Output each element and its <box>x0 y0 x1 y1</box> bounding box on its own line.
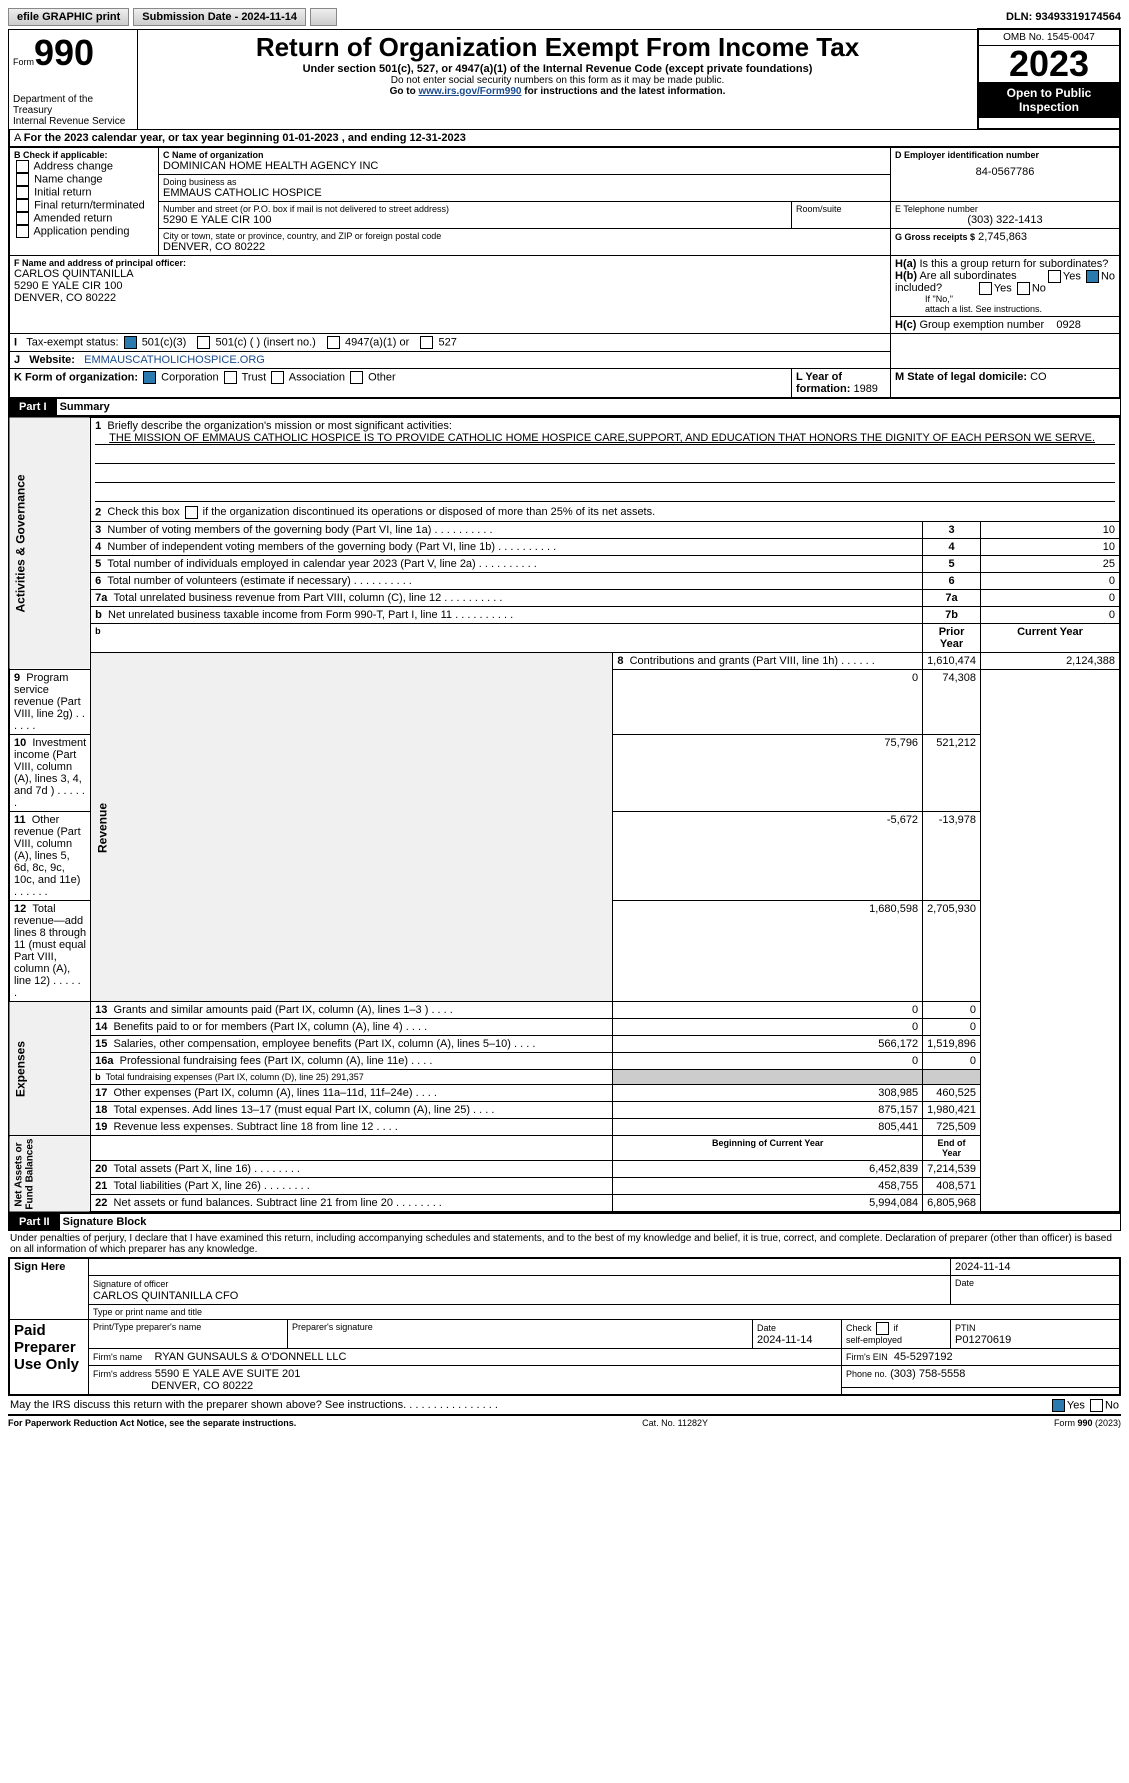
submission-date-button[interactable]: Submission Date - 2024-11-14 <box>133 8 306 26</box>
form-note2: Go to www.irs.gov/Form990 for instructio… <box>142 86 973 97</box>
i-row: I Tax-exempt status: 501(c)(3) 501(c) ( … <box>9 334 891 352</box>
summary-table: Activities & Governance 1 Briefly descri… <box>8 416 1121 1213</box>
paid-preparer-label: PaidPreparerUse Only <box>9 1320 89 1396</box>
header-table: Form990 Department of the TreasuryIntern… <box>8 28 1121 130</box>
form-subtitle: Under section 501(c), 527, or 4947(a)(1)… <box>142 63 973 75</box>
dln-label: DLN: 93493319174564 <box>1006 11 1121 23</box>
box-b-label: B Check if applicable: <box>14 150 154 160</box>
title-label: Type or print name and title <box>89 1305 1121 1320</box>
firm-name: RYAN GUNSAULS & O'DONNELL LLC <box>154 1351 346 1363</box>
part-ii-title: Signature Block <box>63 1216 147 1228</box>
h-b-note: If "No," attach a list. See instructions… <box>895 294 1115 314</box>
officer-sig: CARLOS QUINTANILLA CFO <box>93 1290 238 1302</box>
cat-no: Cat. No. 11282Y <box>642 1418 708 1428</box>
sign-date: 2024-11-14 <box>951 1258 1121 1276</box>
side-rev: Revenue <box>91 653 613 1002</box>
part-i-label: Part I <box>9 399 57 415</box>
part-ii-label: Part II <box>9 1214 60 1230</box>
hdr-beg: Beginning of Current Year <box>613 1136 923 1161</box>
discuss-row: May the IRS discuss this return with the… <box>8 1396 1121 1416</box>
form-number: 990 <box>34 32 94 73</box>
sign-here-label: Sign Here <box>9 1258 89 1320</box>
declaration: Under penalties of perjury, I declare th… <box>8 1231 1121 1257</box>
dba: EMMAUS CATHOLIC HOSPICE <box>163 187 886 199</box>
city-label: City or town, state or province, country… <box>163 231 886 241</box>
mission: THE MISSION OF EMMAUS CATHOLIC HOSPICE I… <box>95 432 1115 445</box>
public-inspection: Open to Public Inspection <box>979 82 1119 118</box>
chk-amended[interactable]: Amended return <box>14 212 154 225</box>
firm-addr2: DENVER, CO 80222 <box>151 1380 253 1392</box>
room-label: Room/suite <box>796 204 886 214</box>
d-label: D Employer identification number <box>895 150 1115 160</box>
hdr-end: End of Year <box>923 1136 981 1161</box>
sig-officer-label: Signature of officer <box>93 1279 168 1289</box>
chk-final[interactable]: Final return/terminated <box>14 199 154 212</box>
tax-year: 2023 <box>979 46 1119 82</box>
city: DENVER, CO 80222 <box>163 241 886 253</box>
side-exp: Expenses <box>9 1002 91 1136</box>
chk-address[interactable]: Address change <box>14 160 154 173</box>
pname-label: Print/Type preparer's name <box>89 1320 288 1349</box>
hdr-curr: Current Year <box>981 624 1121 653</box>
pra-notice: For Paperwork Reduction Act Notice, see … <box>8 1418 296 1428</box>
irs-link[interactable]: www.irs.gov/Form990 <box>418 86 521 97</box>
chk-initial[interactable]: Initial return <box>14 186 154 199</box>
side-na: Net Assets orFund Balances <box>9 1136 91 1213</box>
e-label: E Telephone number <box>895 204 1115 214</box>
m-row: M State of legal domicile: CO <box>891 369 1121 399</box>
org-name: DOMINICAN HOME HEALTH AGENCY INC <box>163 160 886 172</box>
hdr-prior: Prior Year <box>923 624 981 653</box>
f-label: F Name and address of principal officer: <box>14 258 886 268</box>
officer-name: CARLOS QUINTANILLA <box>14 268 886 280</box>
k-row: K Form of organization: Corporation Trus… <box>9 369 792 399</box>
h-a: H(a) Is this a group return for subordin… <box>895 258 1115 270</box>
part-i-title: Summary <box>60 401 110 413</box>
street: 5290 E YALE CIR 100 <box>163 214 787 226</box>
form-note1: Do not enter social security numbers on … <box>142 75 973 86</box>
form-footer: Form 990 (2023) <box>1054 1418 1121 1428</box>
j-row: J Website: EMMAUSCATHOLICHOSPICE.ORG <box>9 352 891 369</box>
efile-button[interactable]: efile GRAPHIC print <box>8 8 129 26</box>
ein: 84-0567786 <box>895 166 1115 178</box>
dept-label: Department of the TreasuryInternal Reven… <box>13 94 133 127</box>
firm-ein: 45-5297192 <box>894 1351 953 1363</box>
blank-button[interactable] <box>310 8 337 26</box>
form-title: Return of Organization Exempt From Incom… <box>142 32 973 63</box>
top-bar: efile GRAPHIC print Submission Date - 20… <box>8 8 1121 26</box>
q2: Check this box if the organization disco… <box>107 506 655 518</box>
pdate: 2024-11-14 <box>757 1334 812 1346</box>
g-label: G Gross receipts $ <box>895 232 975 242</box>
website-link[interactable]: EMMAUSCATHOLICHOSPICE.ORG <box>84 354 265 366</box>
signature-table: Sign Here 2024-11-14 Signature of office… <box>8 1257 1121 1396</box>
gross-receipts: 2,745,863 <box>978 231 1027 243</box>
firm-addr1: 5590 E YALE AVE SUITE 201 <box>155 1368 301 1380</box>
info-grid: B Check if applicable: Address change Na… <box>8 146 1121 399</box>
firm-phone: (303) 758-5558 <box>890 1368 965 1380</box>
officer-addr2: DENVER, CO 80222 <box>14 292 886 304</box>
form-word: Form <box>13 57 34 67</box>
phone: (303) 322-1413 <box>895 214 1115 226</box>
chk-pending[interactable]: Application pending <box>14 225 154 238</box>
chk-name[interactable]: Name change <box>14 173 154 186</box>
check-self: Check ifself-employed <box>842 1320 951 1349</box>
h-c: H(c) Group exemption number 0928 <box>891 317 1121 334</box>
psig-label: Preparer's signature <box>288 1320 753 1349</box>
l-row: L Year of formation: 1989 <box>792 369 891 399</box>
dba-label: Doing business as <box>163 177 886 187</box>
ptin: P01270619 <box>955 1334 1011 1346</box>
c-name-label: C Name of organization <box>163 150 886 160</box>
street-label: Number and street (or P.O. box if mail i… <box>163 204 787 214</box>
line-a: A For the 2023 calendar year, or tax yea… <box>8 130 1121 146</box>
side-ag: Activities & Governance <box>9 417 91 670</box>
officer-addr1: 5290 E YALE CIR 100 <box>14 280 886 292</box>
q1-label: Briefly describe the organization's miss… <box>107 420 451 432</box>
